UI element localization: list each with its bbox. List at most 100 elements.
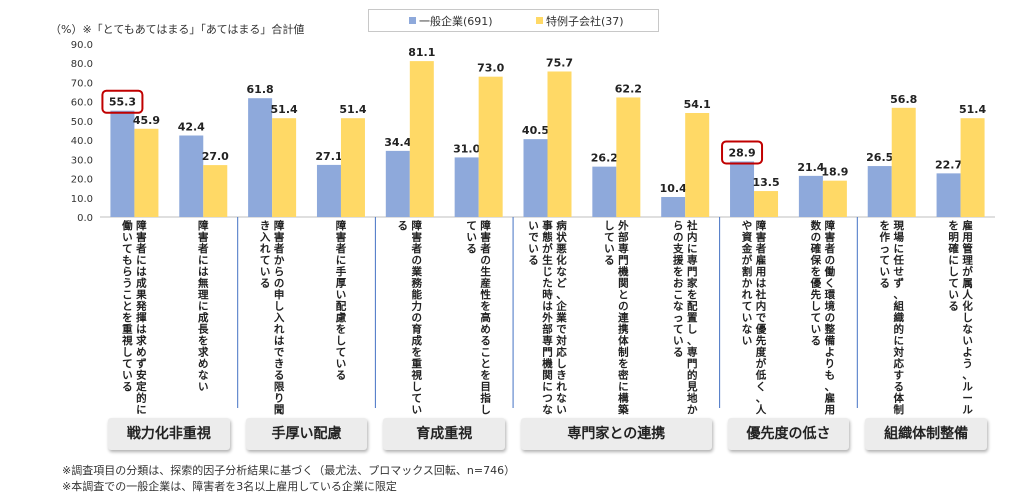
data-label: 26.5 [866, 151, 893, 164]
category-label-char: 者 [824, 242, 836, 255]
category-label-char: に [198, 255, 209, 267]
category-label-char: く [756, 381, 767, 393]
category-label-char: 、 [756, 393, 767, 405]
data-label: 27.1 [315, 150, 342, 163]
category-label-char: 任 [892, 254, 904, 267]
y-tick-label: 10.0 [71, 194, 93, 205]
category-label-char: り [274, 393, 285, 405]
category-label-char: 育 [412, 323, 423, 336]
category-label-char: 明 [948, 232, 959, 244]
category-label-char: い [528, 220, 539, 232]
category-label-char: 資 [742, 231, 753, 244]
category-label-char: し [480, 404, 491, 416]
category-label-char: を [618, 358, 629, 370]
category-label-char: 長 [198, 324, 209, 336]
category-label-char: 門 [687, 266, 698, 278]
category-label-char: っ [879, 243, 890, 255]
category-label-char: や [742, 220, 753, 232]
category-label-char: 先 [811, 288, 822, 301]
category-label-char: を [687, 289, 698, 301]
category-label-char: め [136, 347, 147, 359]
category-label-char: る [398, 220, 409, 232]
category-label-char: よ [825, 347, 836, 359]
category-label-char: を [480, 301, 491, 313]
category-label-char: る [528, 255, 539, 267]
data-label: 27.0 [202, 150, 229, 163]
category-label-char: き [274, 358, 285, 370]
category-label-char: 属 [961, 278, 973, 290]
bar-special [409, 61, 434, 218]
category-label-char: で [756, 312, 767, 324]
category-label-char: 関 [542, 370, 553, 382]
category-label-char: を [412, 347, 423, 359]
category-label-char: に [336, 255, 347, 267]
category-label-char: し [604, 220, 615, 232]
category-label-char: を [948, 220, 959, 232]
category-label-char: に [948, 255, 959, 267]
category-label-char: 対 [892, 346, 904, 359]
category-label-char: 者 [135, 242, 147, 255]
category-label-char: 化 [556, 254, 567, 267]
category-label-char: し [412, 381, 423, 393]
category-label-char: 無 [198, 277, 209, 290]
category-label-char: 性 [480, 288, 491, 301]
category-label-char: な [962, 324, 973, 336]
category-label-char: ル [962, 404, 973, 416]
category-label-char: こ [673, 289, 684, 301]
category-label-char: 求 [198, 346, 209, 359]
category-label-char: 専 [618, 242, 629, 255]
category-label-char: 度 [756, 346, 767, 359]
data-label: 75.7 [546, 56, 573, 69]
category-label-char: 成 [198, 311, 209, 324]
category-label-char: を [122, 312, 133, 324]
category-label-char: 優 [755, 323, 767, 336]
category-label-char: 社 [686, 219, 698, 232]
category-label-char: 数 [810, 219, 822, 232]
category-label-char: い [528, 243, 539, 255]
category-label-char: 環 [825, 289, 836, 301]
category-label-char: し [948, 266, 959, 278]
category-label-char: う [962, 358, 973, 370]
category-label-char: 事 [542, 219, 553, 232]
category-label-char: て [260, 255, 271, 267]
category-label-char: と [618, 289, 629, 301]
category-label-char: と [480, 358, 491, 370]
category-label-char: 管 [962, 242, 973, 255]
category-label-char: ら [673, 220, 684, 232]
category-label-char: 雇 [962, 219, 973, 232]
category-label-char: い [556, 404, 567, 416]
data-label: 10.4 [660, 182, 687, 195]
category-label-char: 内 [756, 300, 767, 313]
category-label-char: 者 [755, 242, 767, 255]
category-label-char: 先 [756, 334, 767, 347]
category-label-char: 雇 [756, 254, 767, 267]
category-label-char: 配 [687, 301, 698, 313]
category-label-char: な [673, 301, 684, 313]
category-label-char: れ [274, 324, 285, 336]
category-label-char: 地 [687, 392, 698, 405]
category-label-char: 手 [336, 265, 347, 278]
category-label-char: に [542, 381, 553, 393]
legend-item-general: 一般企業(691) [409, 13, 493, 29]
category-label-char: て [122, 243, 133, 255]
category-label-char: 生 [480, 265, 491, 278]
y-tick-label: 70.0 [71, 78, 93, 89]
bar-general [385, 150, 410, 217]
group-label: 優先度の低さ [727, 418, 850, 450]
category-label-char: の [825, 255, 836, 267]
category-label-char: 組 [893, 300, 904, 313]
category-label-char: 視 [121, 334, 133, 347]
category-label-char: ど [556, 277, 567, 290]
category-label-char: 障 [412, 219, 423, 232]
category-label-char: て [336, 347, 347, 359]
category-label-char: を [198, 335, 209, 347]
category-label-char: る [260, 278, 271, 290]
data-label: 21.4 [797, 161, 824, 174]
category-label-char: う [122, 278, 133, 290]
category-label-char: て [673, 324, 684, 336]
category-label-char: は [136, 324, 147, 336]
category-label-char: 門 [542, 347, 553, 359]
category-label-char: 専 [687, 346, 698, 359]
bar-special [203, 165, 228, 217]
category-label-char: 業 [411, 265, 423, 278]
